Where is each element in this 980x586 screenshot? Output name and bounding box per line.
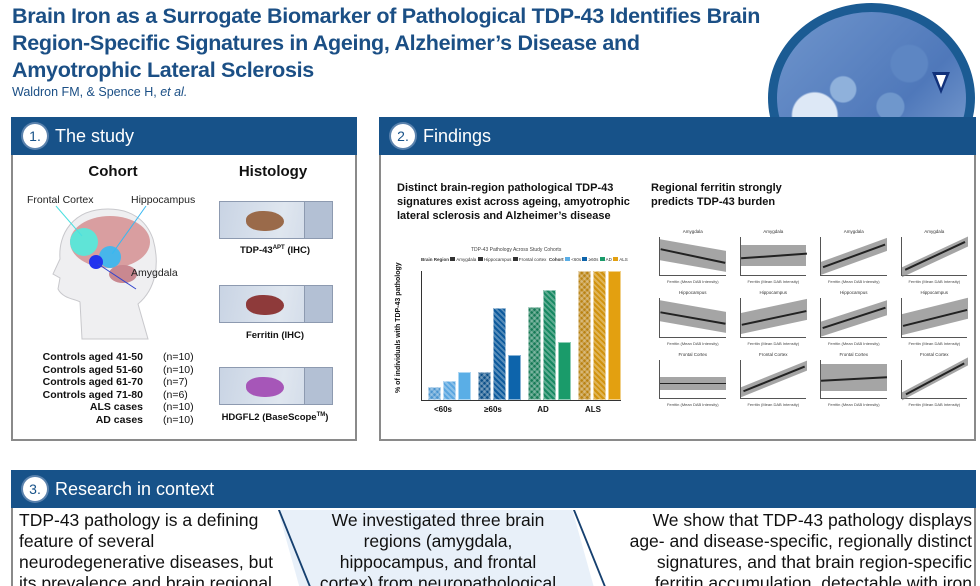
author-names: Waldron FM, & Spence H, [12,85,161,99]
scatter-plot: Frontal Cortex Ferritin (Mean DAB Intensi… [739,352,806,407]
scatter-plot: Amygdala Ferritin (Mean DAB Intensity) [739,229,806,284]
finding-1-heading: Distinct brain-region pathological TDP-4… [397,182,630,222]
context-column-2: We investigated three brain regions (amy… [278,510,598,586]
bar [578,271,591,400]
hdgfl2-caption: HDGFL2 (BaseScopeTM) [221,412,329,424]
bar [608,271,621,400]
bar [478,371,491,400]
poster-title: Brain Iron as a Surrogate Biomarker of P… [12,4,761,82]
amygdala-label: Amygdala [131,267,178,279]
scatter-plot: Hippocampus Ferritin (Mean DAB Intensity) [739,290,806,346]
study-panel: 1. The study Cohort Histology Frontal Co… [11,117,357,441]
scatter-plot-grid: Amygdala Ferritin (Mean DAB Intensity) Am… [651,229,969,409]
cohort-row: Controls aged 41-50 (n=10) [42,351,194,363]
bar-chart: TDP-43 Pathology Across Study Cohorts Br… [391,243,631,423]
scatter-plot: Frontal Cortex Ferritin (Mean DAB Intensi… [659,352,726,407]
findings-panel: 2. Findings Distinct brain-region pathol… [379,117,976,441]
bar [458,371,471,400]
ferritin-caption: Ferritin (IHC) [245,330,305,341]
arrowhead-icon [932,72,950,94]
cohort-row: ALS cases (n=10) [89,401,194,413]
scatter-plot: Amygdala Ferritin (Mean DAB Intensity) [659,229,726,284]
hippocampus-label: Hippocampus [131,194,196,206]
bar [528,307,541,400]
research-context-header: 3. Research in context [11,470,976,508]
cohort-row: Controls aged 51-60 (n=10) [42,363,194,376]
scatter-plot: Hippocampus Ferritin (Mean DAB Intensity) [900,290,967,346]
cohort-heading: Cohort [88,163,138,180]
cohort-row: Controls aged 71-80 (n=6) [42,388,188,401]
research-context-panel: 3. Research in context We investigated t… [11,470,976,586]
context-column-3: We show that TDP-43 pathology displays a… [629,510,972,586]
study-panel-title: The study [55,125,135,146]
bar [558,341,571,400]
findings-panel-title: Findings [423,125,492,146]
scatter-plot: Frontal Cortex Ferritin (Mean DAB Intensi… [820,352,887,407]
section-number-badge: 1. [23,124,47,148]
bar [493,308,506,400]
hdgfl2-slide-icon [219,367,333,405]
chart-legend: Brain Region Amygdala Hippocampus Fronta… [421,257,628,262]
scatter-plot: Frontal Cortex Ferritin (Mean DAB Intensi… [900,352,967,407]
bar [443,380,456,400]
bar [593,271,606,400]
scatter-plot: Hippocampus Ferritin (Mean DAB Intensity) [659,290,726,346]
scatter-plot: Amygdala Ferritin (Mean DAB Intensity) [900,229,967,284]
chart-title: TDP-43 Pathology Across Study Cohorts [471,247,562,253]
x-tick-label: ≥60s [484,405,502,414]
bar [543,290,556,400]
findings-panel-header: 2. Findings [379,117,976,155]
authors: Waldron FM, & Spence H, et al. [12,85,187,99]
scatter-plot: Amygdala Ferritin (Mean DAB Intensity) [820,229,887,284]
y-axis-label: % of individuals with TDP-43 pathology [395,262,402,393]
x-tick-label: AD [537,405,549,414]
tdp43-caption: TDP-43APT (IHC) [239,245,311,257]
cohort-row: AD cases (n=10) [95,413,194,426]
x-tick-label: <60s [433,405,453,414]
research-context-title: Research in context [55,478,215,499]
et-al: et al. [160,85,188,99]
bar [428,387,441,400]
ferritin-slide-icon [219,285,333,323]
study-panel-header: 1. The study [11,117,357,155]
tdp43-slide-icon [219,201,333,239]
histology-heading: Histology [238,163,308,180]
section-number-badge: 2. [391,124,415,148]
scatter-plot: Hippocampus Ferritin (Mean DAB Intensity) [820,290,887,346]
bar [508,354,521,400]
section-number-badge: 3. [23,477,47,501]
cohort-list: Controls aged 41-50 (n=10) Controls aged … [31,351,194,426]
finding-2-heading: Regional ferritin strongly predicts TDP-… [651,182,782,208]
bar-plot-area: <60s ≥60s AD ALS [421,271,621,414]
cohort-row: Controls aged 61-70 (n=7) [42,376,188,388]
head-brain-illustration [52,205,157,340]
context-column-1: TDP-43 pathology is a defining feature o… [19,510,273,586]
frontal-cortex-label: Frontal Cortex [27,194,94,206]
x-tick-label: ALS [585,405,601,414]
